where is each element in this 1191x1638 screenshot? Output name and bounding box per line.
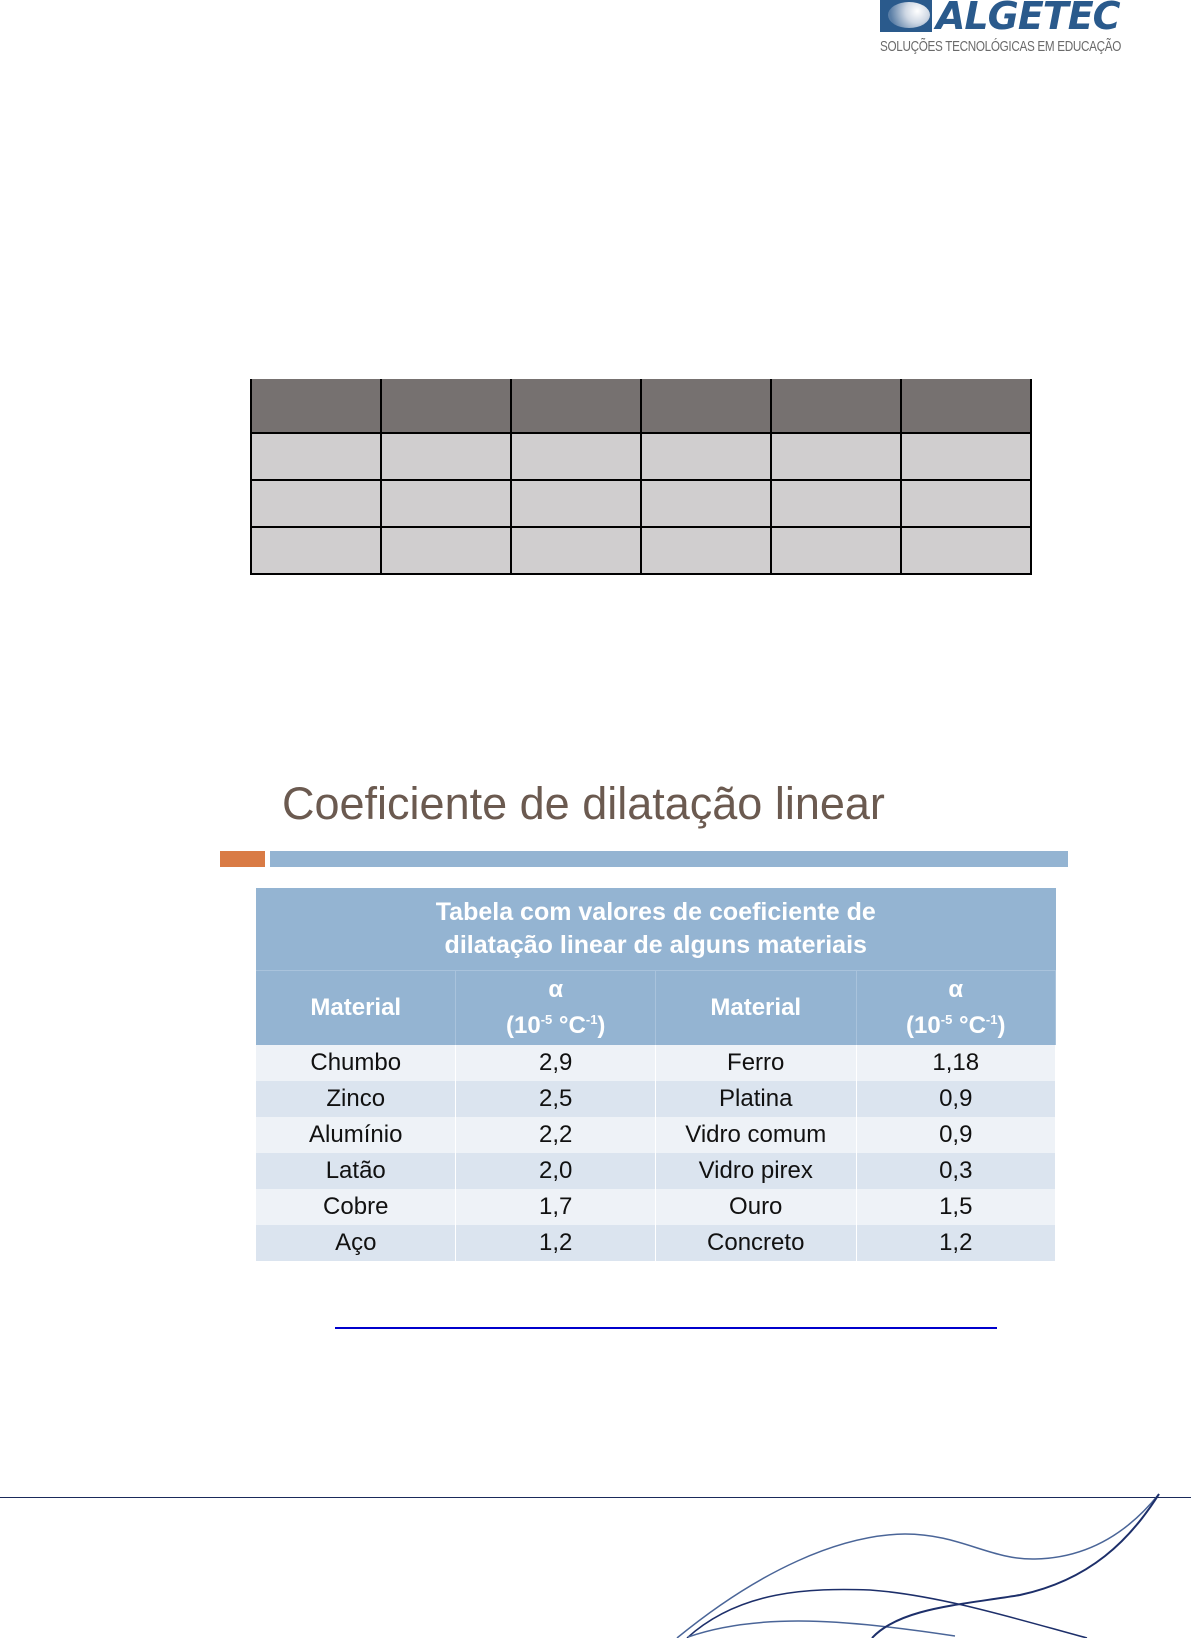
unit-text: (10 — [506, 1012, 541, 1039]
coefficient-cell: 1,7 — [455, 1189, 656, 1225]
table-row — [250, 432, 1032, 481]
material-cell: Ferro — [655, 1045, 857, 1081]
table-cell — [250, 432, 382, 481]
coefficient-cell: 1,2 — [856, 1225, 1057, 1261]
table-cell — [900, 479, 1032, 528]
unit-text: ) — [597, 1012, 606, 1039]
coefficient-cell: 2,2 — [455, 1117, 656, 1153]
unit-text: ) — [997, 1012, 1006, 1039]
material-cell: Platina — [655, 1081, 857, 1117]
material-cell: Aço — [256, 1225, 457, 1261]
unit-exponent: -1 — [985, 1012, 998, 1027]
coefficient-cell: 1,2 — [455, 1225, 656, 1261]
material-cell: Latão — [256, 1153, 457, 1189]
table-cell — [770, 432, 902, 481]
unit-exponent: -1 — [585, 1012, 598, 1027]
caption-line: dilatação linear de alguns materiais — [444, 931, 867, 959]
header-cell — [510, 379, 642, 434]
coefficient-cell: 0,3 — [856, 1153, 1057, 1189]
table-cell — [640, 432, 772, 481]
hyperlink-underline[interactable] — [335, 1327, 997, 1329]
unit-text: (10 — [906, 1012, 941, 1039]
table-cell — [640, 479, 772, 528]
header-cell — [250, 379, 382, 434]
footer-wave-decoration — [676, 1493, 1160, 1638]
unit-exponent: -5 — [940, 1012, 953, 1027]
column-header: α (10-5 °C-1) — [455, 970, 656, 1045]
table-cell — [640, 526, 772, 575]
column-header: Material — [256, 970, 457, 1045]
footer-divider — [0, 1497, 1191, 1498]
column-header: Material — [655, 970, 857, 1045]
header-label: Material — [710, 994, 802, 1021]
material-cell: Chumbo — [256, 1045, 457, 1081]
accent-bar-orange — [220, 851, 265, 867]
material-cell: Zinco — [256, 1081, 457, 1117]
table-cell — [900, 432, 1032, 481]
table-row: Latão 2,0 Vidro pirex 0,3 — [256, 1153, 1057, 1189]
coefficient-cell: 0,9 — [856, 1081, 1057, 1117]
table-cell — [380, 526, 512, 575]
table-cell — [510, 479, 642, 528]
table-cell — [250, 526, 382, 575]
table-cell — [770, 479, 902, 528]
table-cell — [900, 526, 1032, 575]
table-row — [250, 526, 1032, 575]
material-cell: Cobre — [256, 1189, 457, 1225]
coefficient-cell: 0,9 — [856, 1117, 1057, 1153]
table-cell — [510, 526, 642, 575]
table-row: Alumínio 2,2 Vidro comum 0,9 — [256, 1117, 1057, 1153]
material-cell: Vidro comum — [655, 1117, 857, 1153]
caption-line: Tabela com valores de coeficiente de — [435, 898, 876, 926]
unit-text: °C — [552, 1012, 586, 1039]
table-row: Aço 1,2 Concreto 1,2 — [256, 1225, 1057, 1261]
header-cell — [770, 379, 902, 434]
coefficient-table: Tabela com valores de coeficiente de dil… — [256, 888, 1057, 1261]
table-row: Zinco 2,5 Platina 0,9 — [256, 1081, 1057, 1117]
material-cell: Concreto — [655, 1225, 857, 1261]
table-cell — [510, 432, 642, 481]
coefficient-cell: 2,5 — [455, 1081, 656, 1117]
logo-globe-icon — [880, 0, 932, 32]
table-row — [250, 479, 1032, 528]
coefficient-cell: 2,9 — [455, 1045, 656, 1081]
table-caption: Tabela com valores de coeficiente de dil… — [256, 888, 1056, 971]
coefficient-cell: 1,18 — [856, 1045, 1057, 1081]
header-label: Material — [310, 994, 402, 1021]
column-header: α (10-5 °C-1) — [856, 970, 1057, 1045]
alpha-symbol: α — [548, 976, 564, 1003]
figure-title: Coeficiente de dilatação linear — [282, 778, 885, 829]
unit-exponent: -5 — [540, 1012, 553, 1027]
header-cell — [900, 379, 1032, 434]
logo-wordmark: ALGETEC — [936, 0, 1121, 38]
table-row: Chumbo 2,9 Ferro 1,18 — [256, 1045, 1057, 1081]
accent-bar-blue — [270, 851, 1068, 867]
table-cell — [770, 526, 902, 575]
material-cell: Vidro pirex — [655, 1153, 857, 1189]
table-cell — [380, 432, 512, 481]
table-header-row — [250, 379, 1032, 434]
coefficient-cell: 1,5 — [856, 1189, 1057, 1225]
header-cell — [640, 379, 772, 434]
unit-text: °C — [952, 1012, 986, 1039]
logo-tagline: SOLUÇÕES TECNOLÓGICAS EM EDUCAÇÃO — [880, 38, 1122, 55]
table-cell — [380, 479, 512, 528]
header-cell — [380, 379, 512, 434]
coefficient-cell: 2,0 — [455, 1153, 656, 1189]
alpha-symbol: α — [948, 976, 964, 1003]
material-cell: Alumínio — [256, 1117, 457, 1153]
empty-data-table — [250, 379, 1032, 575]
table-cell — [250, 479, 382, 528]
material-cell: Ouro — [655, 1189, 857, 1225]
algetec-logo: ALGETEC SOLUÇÕES TECNOLÓGICAS EM EDUCAÇÃ… — [878, 0, 1130, 58]
table-row: Cobre 1,7 Ouro 1,5 — [256, 1189, 1057, 1225]
